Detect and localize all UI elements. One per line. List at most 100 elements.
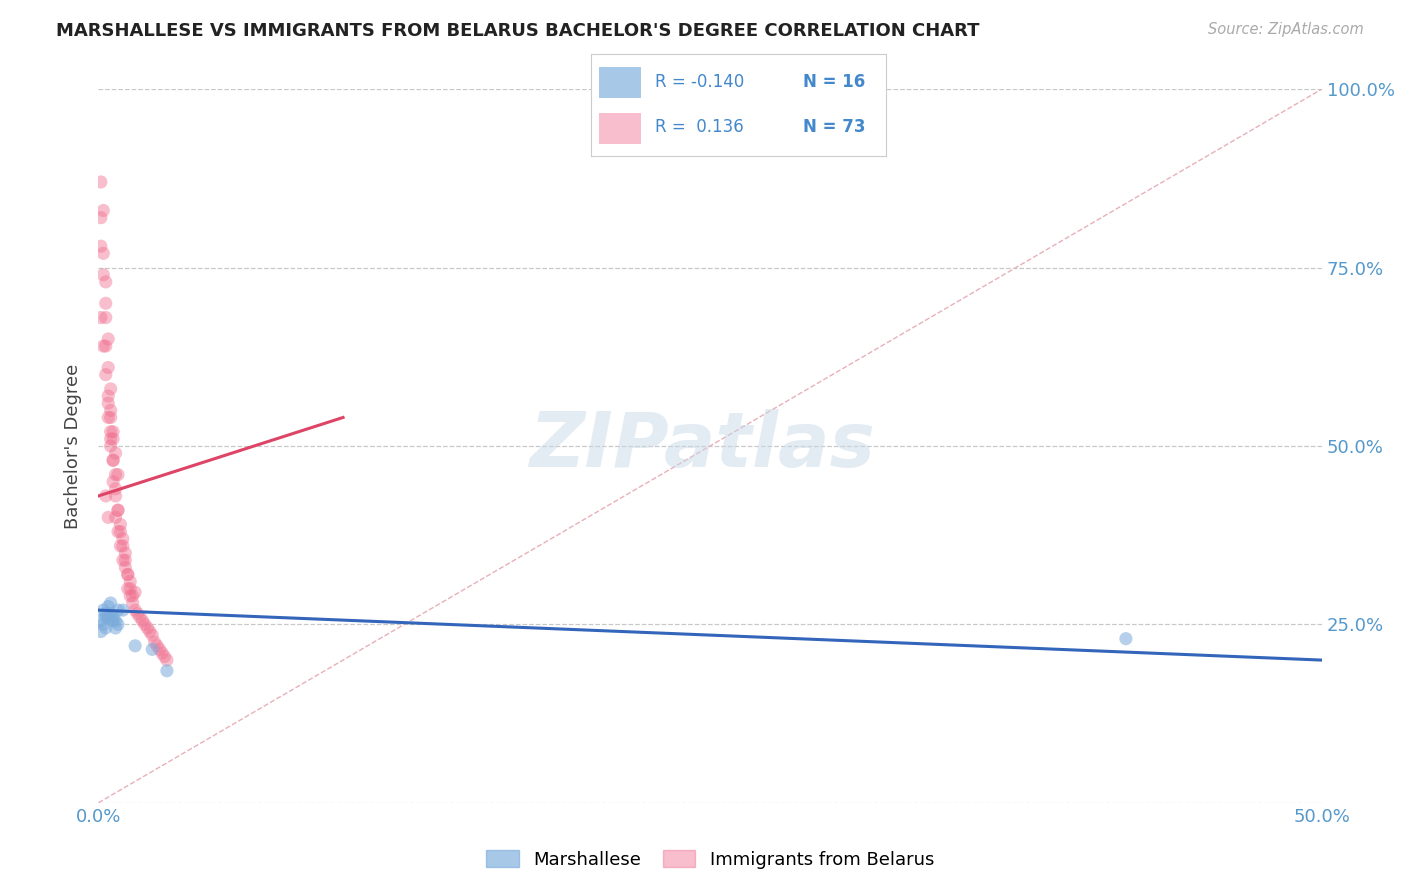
Point	[94, 339, 117, 353]
Bar	[599, 113, 641, 144]
Point	[101, 610, 124, 624]
Point	[120, 574, 142, 589]
Point	[104, 621, 127, 635]
Point	[110, 539, 132, 553]
Text: Source: ZipAtlas.com: Source: ZipAtlas.com	[1208, 22, 1364, 37]
Point	[141, 642, 163, 657]
Point	[94, 610, 117, 624]
Point	[94, 296, 117, 310]
Point	[94, 621, 117, 635]
Legend: Marshallese, Immigrants from Belarus: Marshallese, Immigrants from Belarus	[479, 843, 941, 876]
Point	[94, 275, 117, 289]
Point	[90, 614, 112, 628]
Point	[101, 475, 124, 489]
Point	[90, 239, 112, 253]
Point	[114, 553, 136, 567]
Point	[141, 628, 163, 642]
Point	[131, 614, 153, 628]
Point	[104, 482, 127, 496]
Point	[156, 653, 179, 667]
Point	[121, 589, 143, 603]
Point	[114, 560, 136, 574]
Point	[107, 467, 129, 482]
Text: MARSHALLESE VS IMMIGRANTS FROM BELARUS BACHELOR'S DEGREE CORRELATION CHART: MARSHALLESE VS IMMIGRANTS FROM BELARUS B…	[56, 22, 980, 40]
Point	[104, 614, 127, 628]
Point	[97, 332, 120, 346]
Point	[94, 607, 117, 621]
Point	[100, 382, 122, 396]
Point	[120, 582, 142, 596]
Point	[136, 621, 159, 635]
Point	[117, 567, 139, 582]
Point	[97, 610, 120, 624]
Point	[117, 582, 139, 596]
Point	[111, 532, 134, 546]
Point	[90, 624, 112, 639]
Point	[114, 546, 136, 560]
Point	[124, 603, 146, 617]
Point	[100, 410, 122, 425]
Point	[107, 617, 129, 632]
Point	[107, 524, 129, 539]
Point	[127, 607, 149, 621]
Point	[139, 624, 162, 639]
Point	[111, 603, 134, 617]
Point	[111, 553, 134, 567]
Point	[143, 635, 166, 649]
Point	[90, 310, 112, 325]
Point	[104, 467, 127, 482]
Text: R = -0.140: R = -0.140	[655, 73, 745, 91]
Point	[100, 425, 122, 439]
Point	[97, 389, 120, 403]
Point	[97, 396, 120, 410]
Point	[150, 646, 173, 660]
Text: N = 73: N = 73	[803, 119, 866, 136]
Point	[100, 596, 122, 610]
Point	[101, 453, 124, 467]
Point	[117, 567, 139, 582]
Point	[94, 310, 117, 325]
Point	[120, 589, 142, 603]
Point	[90, 211, 112, 225]
Point	[129, 610, 152, 624]
Point	[1115, 632, 1137, 646]
Point	[101, 425, 124, 439]
Point	[104, 446, 127, 460]
Point	[110, 517, 132, 532]
Point	[91, 339, 114, 353]
Point	[100, 607, 122, 621]
Point	[107, 503, 129, 517]
Point	[104, 510, 127, 524]
Point	[91, 268, 114, 282]
Point	[91, 203, 114, 218]
Point	[100, 439, 122, 453]
Point	[153, 649, 176, 664]
Point	[134, 617, 156, 632]
Point	[101, 453, 124, 467]
Point	[94, 489, 117, 503]
Point	[124, 585, 146, 599]
Text: N = 16: N = 16	[803, 73, 865, 91]
Point	[146, 639, 169, 653]
Point	[91, 246, 114, 260]
Y-axis label: Bachelor's Degree: Bachelor's Degree	[65, 363, 83, 529]
Point	[91, 617, 114, 632]
Point	[107, 503, 129, 517]
Point	[100, 403, 122, 417]
Point	[124, 639, 146, 653]
Text: R =  0.136: R = 0.136	[655, 119, 744, 136]
Point	[97, 360, 120, 375]
Bar	[599, 67, 641, 97]
Point	[156, 664, 179, 678]
Point	[110, 524, 132, 539]
Point	[101, 614, 124, 628]
Point	[104, 489, 127, 503]
Point	[111, 539, 134, 553]
Point	[91, 603, 114, 617]
Point	[100, 432, 122, 446]
Point	[94, 368, 117, 382]
Point	[97, 599, 120, 614]
Text: ZIPatlas: ZIPatlas	[530, 409, 876, 483]
Point	[121, 596, 143, 610]
Point	[107, 603, 129, 617]
